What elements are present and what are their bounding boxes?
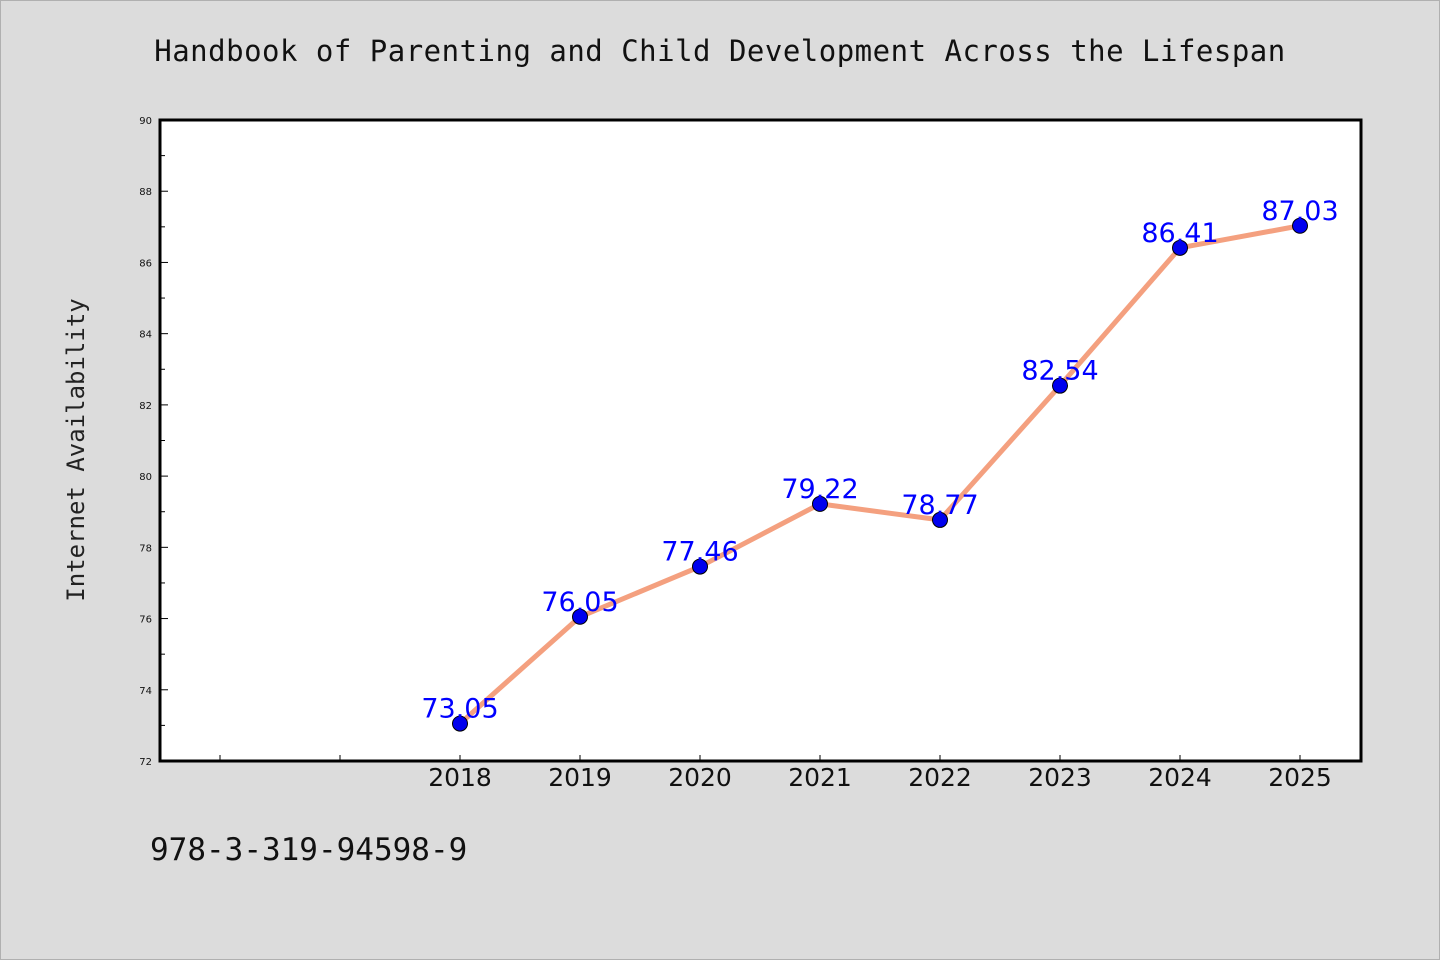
- y-tick-label: 82: [139, 401, 152, 412]
- data-label: 86.41: [1141, 218, 1218, 249]
- plot-area: [160, 120, 1361, 761]
- y-tick-label: 74: [139, 686, 152, 697]
- x-tick-label: 2023: [1028, 763, 1092, 792]
- data-point: [572, 608, 588, 625]
- y-tick-label: 72: [139, 757, 152, 768]
- x-tick-label: 2022: [908, 763, 972, 792]
- y-tick-label: 88: [139, 187, 152, 198]
- data-label: 77.46: [661, 537, 738, 568]
- x-tick-label: 2024: [1148, 763, 1212, 792]
- x-tick-label: 2019: [548, 763, 612, 792]
- series-line: [457, 223, 1303, 727]
- y-tick-label: 78: [139, 543, 152, 554]
- data-point: [1052, 377, 1068, 394]
- y-tick-label: 84: [139, 330, 152, 341]
- data-label: 79.22: [781, 474, 858, 505]
- x-tick-label: 2025: [1268, 763, 1332, 792]
- data-point: [932, 511, 948, 528]
- y-tick-label: 90: [139, 116, 152, 127]
- data-point: [1292, 217, 1308, 234]
- data-label: 76.05: [541, 587, 618, 618]
- data-label: 78.77: [901, 490, 978, 521]
- isbn-footer: 978-3-319-94598-9: [150, 832, 468, 868]
- y-tick-label: 86: [139, 258, 152, 269]
- y-tick-label: 80: [139, 472, 152, 483]
- data-point: [692, 558, 708, 575]
- x-tick-label: 2021: [788, 763, 852, 792]
- data-label: 73.05: [421, 694, 498, 725]
- chart-title: Handbook of Parenting and Child Developm…: [154, 34, 1286, 68]
- y-tick-label: 76: [139, 615, 152, 626]
- data-point: [1172, 239, 1188, 256]
- x-tick-label: 2018: [428, 763, 492, 792]
- data-point: [812, 495, 828, 512]
- data-point: [452, 715, 468, 732]
- data-label: 82.54: [1021, 356, 1098, 387]
- x-tick-label: 2020: [668, 763, 732, 792]
- data-label: 87.03: [1261, 196, 1338, 227]
- plot-border: [158, 118, 1363, 763]
